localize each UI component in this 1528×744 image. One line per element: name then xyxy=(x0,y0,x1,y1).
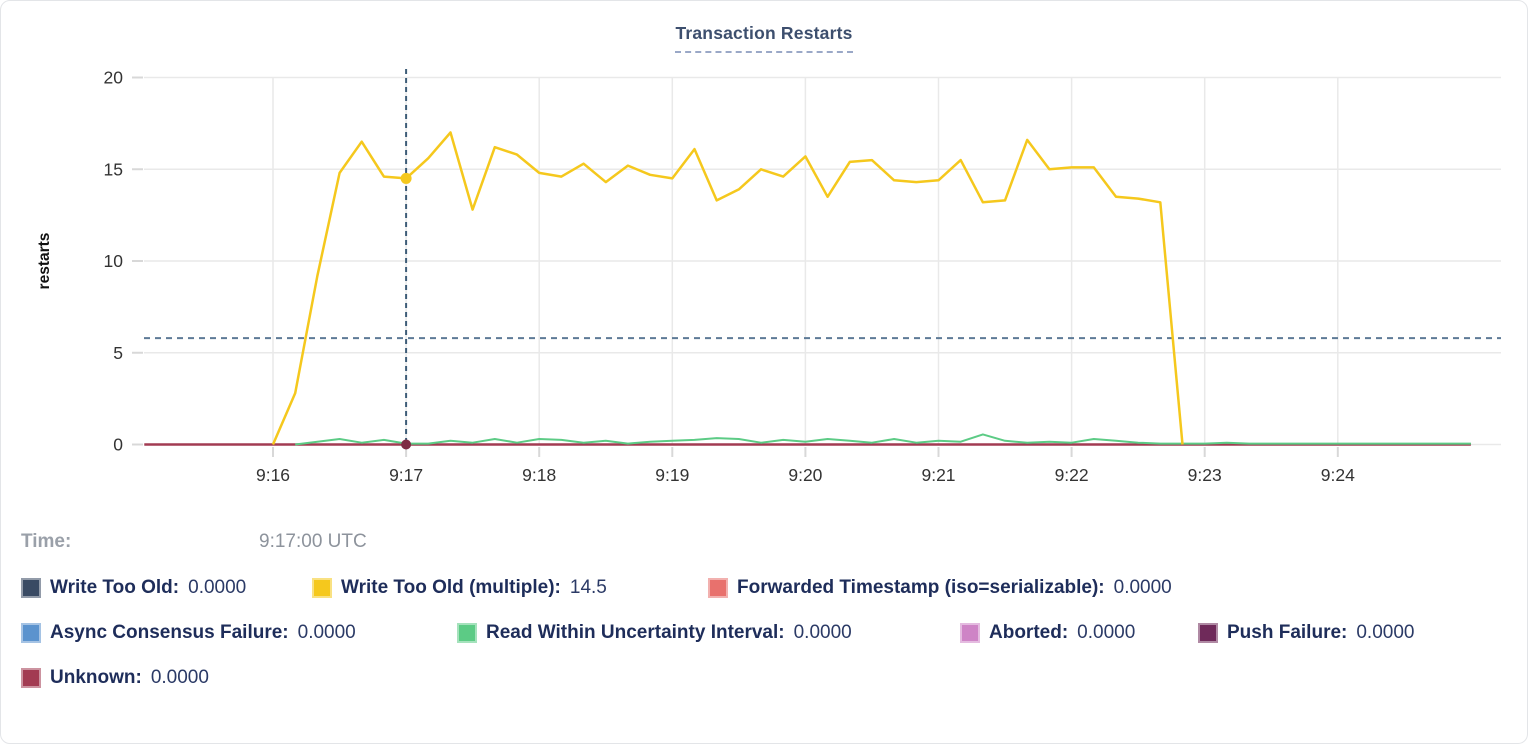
legend-label: Forwarded Timestamp (iso=serializable): xyxy=(737,577,1105,598)
hover-dot-write-too-old-multiple[interactable] xyxy=(400,172,412,184)
legend-row: Unknown: 0.0000 xyxy=(21,667,1527,689)
x-tick-label: 9:21 xyxy=(921,465,955,485)
x-tick-label: 9:19 xyxy=(655,465,689,485)
legend-swatch-push-failure xyxy=(1198,623,1218,643)
legend-value: 0.0000 xyxy=(297,622,356,643)
y-tick-label: 5 xyxy=(113,343,123,363)
y-axis-label: restarts xyxy=(36,233,53,290)
legend-swatch-write-too-old-multiple xyxy=(312,578,332,598)
legend-row: Async Consensus Failure: 0.0000 Read Withi… xyxy=(21,622,1527,644)
x-tick-label: 9:17 xyxy=(389,465,423,485)
time-value: 9:17:00 UTC xyxy=(259,531,367,552)
hover-time-row: Time: 9:17:00 UTC xyxy=(21,531,1527,553)
legend-row: Write Too Old: 0.0000 Write Too Old (multi… xyxy=(21,577,1527,599)
legend-swatch-unknown xyxy=(21,668,41,688)
legend-item-write-too-old-multiple[interactable]: Write Too Old (multiple): 14.5 xyxy=(312,577,708,599)
x-tick-label: 9:23 xyxy=(1188,465,1222,485)
legend-label: Push Failure: xyxy=(1227,622,1348,643)
x-tick-label: 9:18 xyxy=(522,465,556,485)
legend-label: Aborted: xyxy=(989,622,1069,643)
legend-swatch-aborted xyxy=(960,623,980,643)
hover-dot-zero-series[interactable] xyxy=(401,439,412,450)
y-tick-label: 0 xyxy=(113,435,123,455)
legend-label: Read Within Uncertainty Interval: xyxy=(486,622,785,643)
legend-value: 0.0000 xyxy=(1356,622,1415,643)
legend-item-read-within-uncertainty-interval[interactable]: Read Within Uncertainty Interval: 0.0000 xyxy=(457,622,960,644)
x-tick-label: 9:16 xyxy=(256,465,290,485)
legend-item-async-consensus-failure[interactable]: Async Consensus Failure: 0.0000 xyxy=(21,622,457,644)
legend-value: 0.0000 xyxy=(1113,577,1172,598)
legend-value: 0.0000 xyxy=(1077,622,1136,643)
legend-label: Write Too Old: xyxy=(50,577,180,598)
legend-label: Unknown: xyxy=(50,667,142,688)
legend-value: 0.0000 xyxy=(793,622,852,643)
legend-swatch-async-consensus-failure xyxy=(21,623,41,643)
transaction-restarts-chart[interactable]: 0 5 10 15 20 9:16 9:17 9:18 9:19 9:20 9:21 9:22 9:23… xyxy=(1,53,1528,505)
x-tick-label: 9:20 xyxy=(788,465,822,485)
legend-label: Write Too Old (multiple): xyxy=(341,577,561,598)
y-tick-label: 20 xyxy=(104,68,124,88)
chart-title: Transaction Restarts xyxy=(675,23,853,53)
x-tick-label: 9:24 xyxy=(1321,465,1355,485)
legend-item-write-too-old[interactable]: Write Too Old: 0.0000 xyxy=(21,577,312,599)
legend-value: 0.0000 xyxy=(150,667,209,688)
x-tick-label: 9:22 xyxy=(1055,465,1089,485)
legend-item-forwarded-timestamp-iso-serializable[interactable]: Forwarded Timestamp (iso=serializable): 0… xyxy=(708,577,1172,599)
legend-item-unknown[interactable]: Unknown: 0.0000 xyxy=(21,667,209,689)
legend-swatch-write-too-old xyxy=(21,578,41,598)
legend-swatch-forwarded-timestamp-iso-serializable xyxy=(708,578,728,598)
legend-value: 0.0000 xyxy=(188,577,247,598)
series-line-read-within-uncertainty-interval[interactable] xyxy=(295,433,1471,446)
legend-label: Async Consensus Failure: xyxy=(50,622,289,643)
legend-value: 14.5 xyxy=(569,577,607,598)
time-label: Time: xyxy=(21,531,72,552)
legend-item-push-failure[interactable]: Push Failure: 0.0000 xyxy=(1198,622,1414,644)
legend: Write Too Old: 0.0000 Write Too Old (multi… xyxy=(21,577,1527,689)
legend-item-aborted[interactable]: Aborted: 0.0000 xyxy=(960,622,1198,644)
legend-swatch-read-within-uncertainty-interval xyxy=(457,623,477,643)
y-tick-label: 10 xyxy=(104,251,124,271)
y-tick-label: 15 xyxy=(104,159,123,179)
series-line-write-too-old-multiple[interactable] xyxy=(271,131,1184,445)
